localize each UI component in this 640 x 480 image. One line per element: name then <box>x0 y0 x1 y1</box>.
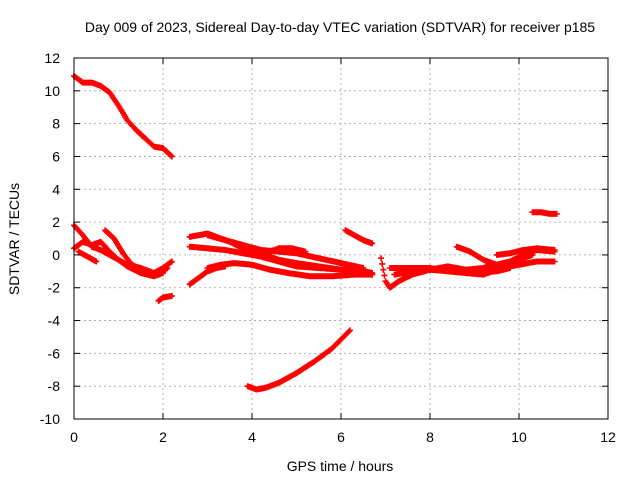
data-point-markers <box>493 245 558 258</box>
data-series-s21 <box>529 209 560 217</box>
y-tick-label: 2 <box>52 214 60 230</box>
data-point-markers <box>155 292 175 304</box>
x-tick-label: 10 <box>511 429 527 445</box>
x-tick-label: 6 <box>337 429 345 445</box>
y-tick-label: 0 <box>52 247 60 263</box>
data-series-s19 <box>493 245 558 258</box>
x-tick-label: 2 <box>159 429 167 445</box>
y-tick-label: -4 <box>48 313 61 329</box>
data-point-markers <box>484 251 536 275</box>
y-tick-label: 6 <box>52 148 60 164</box>
data-series-s5 <box>75 248 100 265</box>
data-point-markers <box>342 227 376 247</box>
y-axis-label: SDTVAR / TECUs <box>6 183 22 295</box>
data-series-s6 <box>155 292 175 304</box>
y-tick-label: -6 <box>48 345 61 361</box>
axis-ticks: 0 2 4 6 8 10 12 -10 -8 -6 -4 -2 0 2 4 6 8 10 12 <box>40 50 616 445</box>
data-point-markers <box>529 209 560 217</box>
data-point-markers <box>71 73 175 160</box>
data-points <box>71 73 560 393</box>
x-tick-label: 0 <box>70 429 78 445</box>
data-series-s12 <box>262 245 309 257</box>
x-axis-label: GPS time / hours <box>287 458 394 474</box>
data-series-s20 <box>484 251 536 275</box>
data-point-markers <box>262 245 309 257</box>
data-series-s1 <box>71 73 175 160</box>
y-tick-label: 12 <box>44 50 60 66</box>
data-point-markers <box>204 260 376 280</box>
y-tick-label: 8 <box>52 116 60 132</box>
data-point-markers <box>186 243 376 278</box>
data-series-s13 <box>342 227 376 247</box>
y-tick-label: -8 <box>48 378 61 394</box>
y-tick-label: 4 <box>52 181 60 197</box>
data-series-s9 <box>186 243 376 278</box>
x-tick-label: 12 <box>600 429 616 445</box>
data-series-s11 <box>204 260 376 280</box>
data-point-markers <box>244 327 353 393</box>
data-series-s14 <box>244 327 353 393</box>
y-tick-label: 10 <box>44 83 60 99</box>
grid-lines <box>74 58 608 419</box>
x-tick-label: 8 <box>426 429 434 445</box>
chart-title: Day 009 of 2023, Sidereal Day-to-day VTE… <box>85 19 595 35</box>
data-point-markers <box>102 227 171 278</box>
data-point-markers <box>75 248 100 265</box>
y-tick-label: -2 <box>48 280 61 296</box>
data-series-s4 <box>102 227 171 278</box>
y-tick-label: -10 <box>40 411 60 427</box>
x-tick-label: 4 <box>248 429 256 445</box>
